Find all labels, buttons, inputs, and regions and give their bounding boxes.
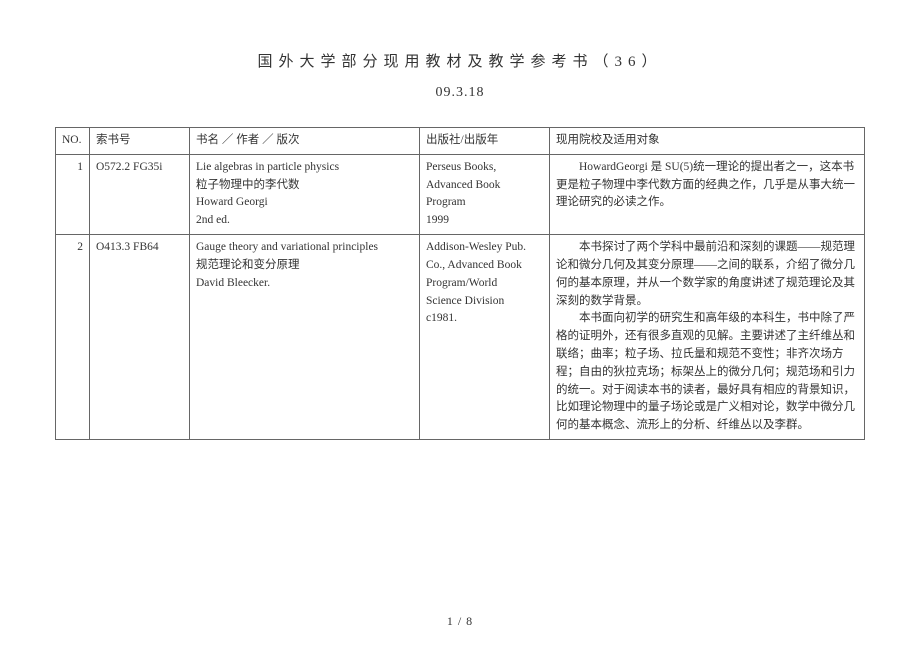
- header-no: NO.: [56, 128, 90, 155]
- cell-title: Gauge theory and variational principles规…: [190, 235, 420, 440]
- cell-publisher: Addison-Wesley Pub.Co., Advanced BookPro…: [420, 235, 550, 440]
- title-line: 2nd ed.: [196, 212, 413, 230]
- cell-no: 2: [56, 235, 90, 440]
- desc-paragraph: 本书面向初学的研究生和高年级的本科生，书中除了严格的证明外，还有很多直观的见解。…: [556, 310, 858, 435]
- desc-paragraph: HowardGeorgi 是 SU(5)统一理论的提出者之一，这本书更是粒子物理…: [556, 159, 858, 212]
- cell-no: 1: [56, 154, 90, 234]
- title-line: 规范理论和变分原理: [196, 257, 413, 275]
- pub-line: Co., Advanced Book: [426, 257, 543, 275]
- title-line: Lie algebras in particle physics: [196, 159, 413, 177]
- title-line: Howard Georgi: [196, 194, 413, 212]
- textbook-table: NO. 索书号 书名 ／ 作者 ／ 版次 出版社/出版年 现用院校及适用对象 1…: [55, 127, 865, 440]
- title-line: David Bleecker.: [196, 275, 413, 293]
- header-call: 索书号: [90, 128, 190, 155]
- header-pub: 出版社/出版年: [420, 128, 550, 155]
- page-title: 国外大学部分现用教材及教学参考书（36）: [55, 50, 865, 71]
- pub-line: Addison-Wesley Pub.: [426, 239, 543, 257]
- cell-publisher: Perseus Books,Advanced BookProgram1999: [420, 154, 550, 234]
- header-title: 书名 ／ 作者 ／ 版次: [190, 128, 420, 155]
- title-line: 粒子物理中的李代数: [196, 177, 413, 195]
- pub-line: Perseus Books,: [426, 159, 543, 177]
- cell-description: HowardGeorgi 是 SU(5)统一理论的提出者之一，这本书更是粒子物理…: [550, 154, 865, 234]
- table-row: 2O413.3 FB64Gauge theory and variational…: [56, 235, 865, 440]
- cell-call-number: O572.2 FG35i: [90, 154, 190, 234]
- cell-title: Lie algebras in particle physics粒子物理中的李代…: [190, 154, 420, 234]
- table-header-row: NO. 索书号 书名 ／ 作者 ／ 版次 出版社/出版年 现用院校及适用对象: [56, 128, 865, 155]
- pub-line: 1999: [426, 212, 543, 230]
- document-page: 国外大学部分现用教材及教学参考书（36） 09.3.18 NO. 索书号 书名 …: [0, 0, 920, 651]
- pub-line: c1981.: [426, 310, 543, 328]
- table-row: 1O572.2 FG35iLie algebras in particle ph…: [56, 154, 865, 234]
- page-footer: 1 / 8: [0, 614, 920, 629]
- title-line: Gauge theory and variational principles: [196, 239, 413, 257]
- pub-line: Program: [426, 194, 543, 212]
- header-desc: 现用院校及适用对象: [550, 128, 865, 155]
- cell-description: 本书探讨了两个学科中最前沿和深刻的课题——规范理论和微分几何及其变分原理——之间…: [550, 235, 865, 440]
- cell-call-number: O413.3 FB64: [90, 235, 190, 440]
- page-date: 09.3.18: [55, 85, 865, 101]
- pub-line: Science Division: [426, 293, 543, 311]
- table-body: 1O572.2 FG35iLie algebras in particle ph…: [56, 154, 865, 439]
- pub-line: Advanced Book: [426, 177, 543, 195]
- pub-line: Program/World: [426, 275, 543, 293]
- desc-paragraph: 本书探讨了两个学科中最前沿和深刻的课题——规范理论和微分几何及其变分原理——之间…: [556, 239, 858, 310]
